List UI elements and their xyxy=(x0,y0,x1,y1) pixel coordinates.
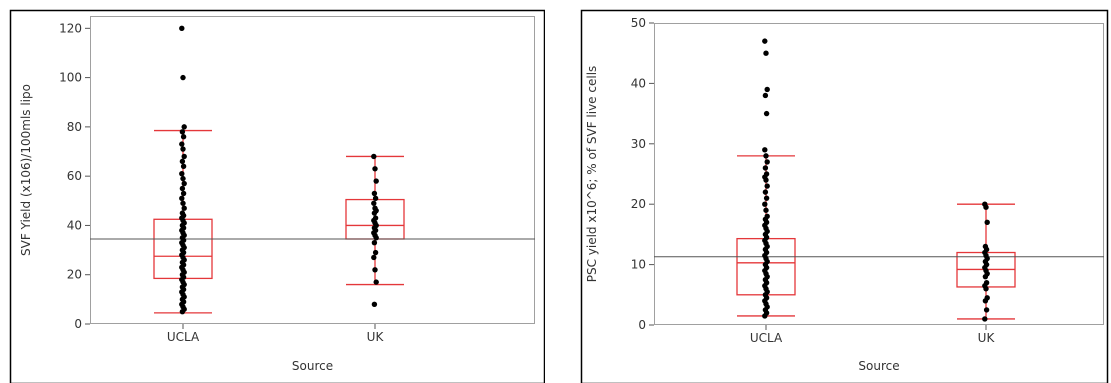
data-point xyxy=(372,267,378,273)
data-point xyxy=(179,141,185,147)
plot-frame xyxy=(90,16,535,324)
data-point xyxy=(763,207,769,213)
data-point xyxy=(763,177,769,183)
plot-frame xyxy=(654,23,1104,325)
data-point xyxy=(180,146,186,152)
data-point xyxy=(983,286,989,292)
figure-frame xyxy=(9,9,545,383)
data-point xyxy=(764,86,770,93)
data-point xyxy=(181,153,187,160)
data-point xyxy=(179,185,186,192)
y-tick-label: 80 xyxy=(67,120,82,134)
data-point xyxy=(180,163,187,170)
data-point xyxy=(371,301,378,307)
data-point xyxy=(180,134,187,140)
data-point xyxy=(373,279,379,285)
data-point xyxy=(180,200,186,206)
y-tick-label: 20 xyxy=(631,197,646,211)
data-point xyxy=(763,153,769,159)
data-point xyxy=(372,249,379,256)
data-point xyxy=(179,308,186,315)
data-point xyxy=(764,183,770,189)
figure-frame xyxy=(580,9,1109,383)
data-point xyxy=(180,190,187,197)
data-point xyxy=(180,74,186,81)
data-point xyxy=(763,195,770,201)
data-point xyxy=(371,153,377,160)
data-point xyxy=(181,180,187,187)
data-point xyxy=(982,316,988,322)
data-point xyxy=(179,195,185,202)
x-tick-label-ucla: UCLA xyxy=(167,330,200,344)
data-point xyxy=(179,25,185,32)
y-tick-label: 40 xyxy=(631,76,646,90)
data-point xyxy=(179,129,186,135)
data-point xyxy=(371,210,378,216)
data-point xyxy=(180,175,186,182)
data-point xyxy=(371,239,378,246)
x-tick-label-uk: UK xyxy=(978,331,996,345)
data-point xyxy=(179,158,186,165)
data-point xyxy=(982,298,989,304)
data-point xyxy=(181,124,187,130)
x-axis-title: Source xyxy=(292,359,333,373)
data-point xyxy=(179,170,185,177)
data-point xyxy=(984,219,990,226)
left-chart-panel: 0 20 40 60 80 100 120 UCLA UK Source SVF Yield… xyxy=(0,0,545,383)
y-tick-label: 60 xyxy=(67,169,82,183)
data-point xyxy=(373,178,379,184)
y-tick-label: 10 xyxy=(631,258,646,272)
data-point xyxy=(181,205,187,211)
data-point xyxy=(373,235,379,241)
y-tick-label: 120 xyxy=(59,21,82,35)
data-point xyxy=(762,38,768,44)
data-point xyxy=(762,313,768,319)
right-chart-panel: 0 10 20 30 40 50 UCLA UK Source PSC yield x10… xyxy=(566,0,1111,383)
x-axis-title: Source xyxy=(858,359,899,373)
x-tick-label-uk: UK xyxy=(367,330,385,344)
data-point xyxy=(763,110,770,117)
data-point xyxy=(982,273,989,280)
y-tick-label: 100 xyxy=(59,71,82,85)
psc-yield-box-plot: 0 10 20 30 40 50 UCLA UK Source PSC yield x10… xyxy=(580,9,1109,383)
data-point xyxy=(371,254,377,261)
data-point xyxy=(762,92,769,99)
data-point xyxy=(762,147,768,153)
data-point xyxy=(372,195,379,202)
data-point xyxy=(764,159,770,165)
y-tick-label: 0 xyxy=(638,318,646,332)
data-point xyxy=(372,166,378,172)
svf-yield-box-plot: 0 20 40 60 80 100 120 UCLA UK Source SVF Yield… xyxy=(9,9,545,383)
y-tick-label: 20 xyxy=(67,268,82,282)
data-point xyxy=(371,200,377,206)
data-point xyxy=(983,307,990,313)
y-tick-label: 30 xyxy=(631,137,646,151)
y-axis-title: SVF Yield (x106)/100mls lipo xyxy=(19,84,33,256)
x-tick-label-ucla: UCLA xyxy=(750,331,783,345)
y-tick-label: 50 xyxy=(631,16,646,30)
data-point xyxy=(371,190,378,197)
data-point xyxy=(762,165,769,171)
y-tick-label: 40 xyxy=(67,218,82,232)
data-point xyxy=(762,189,769,195)
data-point xyxy=(763,50,769,56)
data-point xyxy=(762,201,768,207)
data-point xyxy=(983,204,989,210)
y-tick-label: 0 xyxy=(74,317,82,331)
y-axis-title: PSC yield x10^6; % of SVF live cells xyxy=(585,66,599,283)
